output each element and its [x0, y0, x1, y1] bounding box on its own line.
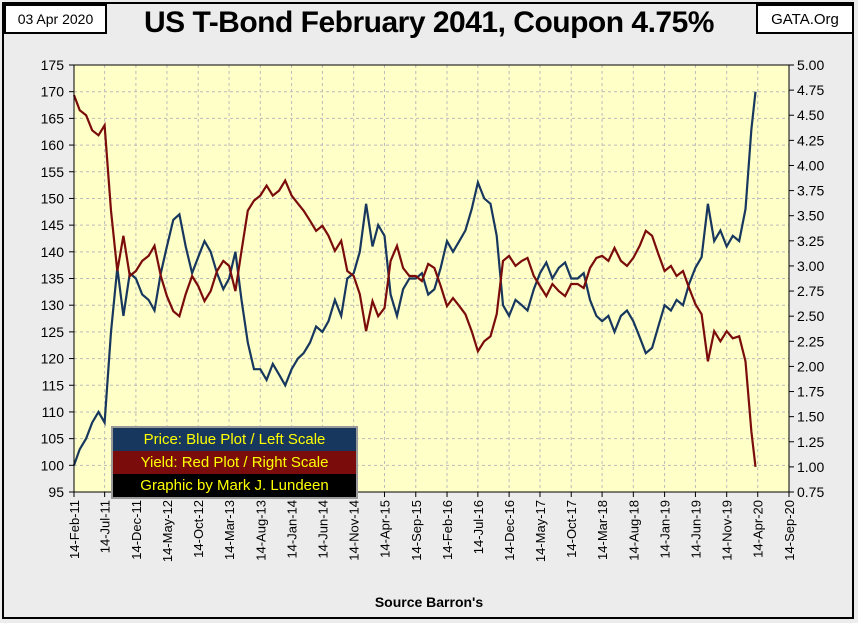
x-tick-label: 14-Apr-20: [751, 500, 766, 558]
left-tick-label: 125: [41, 324, 65, 340]
right-tick-label: 0.75: [797, 484, 824, 500]
right-tick-label: 5.00: [797, 57, 824, 73]
right-tick-label: 1.50: [797, 409, 824, 425]
left-tick-label: 165: [41, 110, 65, 126]
right-tick-label: 3.25: [797, 233, 824, 249]
right-tick-label: 4.00: [797, 157, 824, 173]
left-tick-label: 140: [41, 244, 65, 260]
x-tick-label: 14-Dec-11: [129, 500, 144, 560]
x-tick-label: 14-May-17: [533, 500, 548, 562]
left-tick-label: 150: [41, 190, 65, 206]
right-tick-label: 2.00: [797, 358, 824, 374]
right-tick-label: 2.75: [797, 283, 824, 299]
x-tick-label: 14-Oct-12: [191, 500, 206, 558]
right-tick-label: 4.75: [797, 82, 824, 98]
x-tick-label: 14-Dec-16: [502, 500, 517, 561]
x-tick-label: 14-Feb-11: [67, 500, 82, 559]
right-tick-label: 1.75: [797, 384, 824, 400]
x-tick-label: 14-Jul-16: [471, 500, 486, 554]
legend-price: Price: Blue Plot / Left Scale: [113, 428, 356, 451]
x-tick-label: 14-Jun-19: [688, 500, 703, 559]
site-label: GATA.Org: [756, 4, 854, 34]
yield-series-line: [72, 94, 757, 468]
x-tick-label: 14-Mar-13: [222, 500, 237, 560]
x-tick-label: 14-Jul-11: [98, 500, 113, 553]
chart-title: US T-Bond February 2041, Coupon 4.75%: [144, 6, 714, 39]
left-tick-label: 95: [48, 484, 64, 500]
right-tick-label: 4.50: [797, 107, 824, 123]
x-tick-label: 14-Aug-13: [253, 500, 268, 561]
right-tick-label: 2.25: [797, 333, 824, 349]
x-tick-label: 14-Apr-15: [378, 500, 393, 558]
legend-yield: Yield: Red Plot / Right Scale: [113, 451, 356, 474]
source-label: Source Barron's: [374, 594, 484, 610]
x-tick-label: 14-Sep-20: [782, 500, 797, 561]
left-tick-label: 115: [42, 377, 65, 393]
x-tick-label: 14-Jan-14: [285, 500, 300, 559]
right-tick-label: 3.75: [797, 183, 824, 199]
left-tick-label: 155: [41, 164, 65, 180]
left-tick-label: 110: [42, 404, 65, 420]
price-series-line: [72, 91, 757, 466]
left-tick-label: 130: [41, 297, 65, 313]
left-tick-label: 175: [41, 57, 65, 73]
x-tick-label: 14-Sep-15: [409, 500, 424, 561]
right-axis-ticks: 0.75 1.00 1.25 1.50 1.75 2.00 2.25 2.50 2.75 3.00…: [789, 57, 824, 500]
right-tick-label: 3.00: [797, 258, 824, 274]
plot-border: [73, 64, 790, 493]
left-tick-label: 170: [41, 84, 65, 100]
left-tick-label: 100: [41, 457, 65, 473]
left-axis-ticks: 95 100 105 110 115 120 125 130 135 140 145 150 155 16…: [41, 57, 74, 500]
x-tick-label: 14-Aug-18: [626, 500, 641, 561]
x-axis-ticks: 14-Feb-11 14-Jul-11 14-Dec-11 14-May-12 14-O…: [67, 492, 797, 562]
x-tick-label: 14-Jan-19: [658, 500, 673, 559]
grid-lines: [73, 64, 790, 493]
right-tick-label: 2.50: [797, 308, 824, 324]
left-tick-label: 105: [41, 431, 65, 447]
x-tick-label: 14-Jun-14: [315, 500, 330, 559]
right-tick-label: 4.25: [797, 132, 824, 148]
left-tick-label: 120: [41, 351, 65, 367]
left-tick-label: 160: [41, 137, 65, 153]
date-label: 03 Apr 2020: [4, 4, 107, 34]
x-tick-label: 14-Oct-17: [564, 500, 579, 558]
legend-credit: Graphic by Mark J. Lundeen: [113, 474, 356, 497]
x-tick-label: 14-Nov-14: [347, 500, 362, 561]
x-tick-label: 14-Feb-16: [440, 500, 455, 560]
legend: Price: Blue Plot / Left Scale Yield: Red…: [111, 426, 358, 499]
right-tick-label: 1.25: [797, 434, 824, 450]
x-tick-label: 14-Mar-18: [595, 500, 610, 560]
right-tick-label: 3.50: [797, 208, 824, 224]
left-tick-label: 145: [41, 217, 65, 233]
x-tick-label: 14-Nov-19: [720, 500, 735, 561]
right-tick-label: 1.00: [797, 459, 824, 475]
x-tick-label: 14-May-12: [160, 500, 175, 562]
left-tick-label: 135: [41, 271, 65, 287]
